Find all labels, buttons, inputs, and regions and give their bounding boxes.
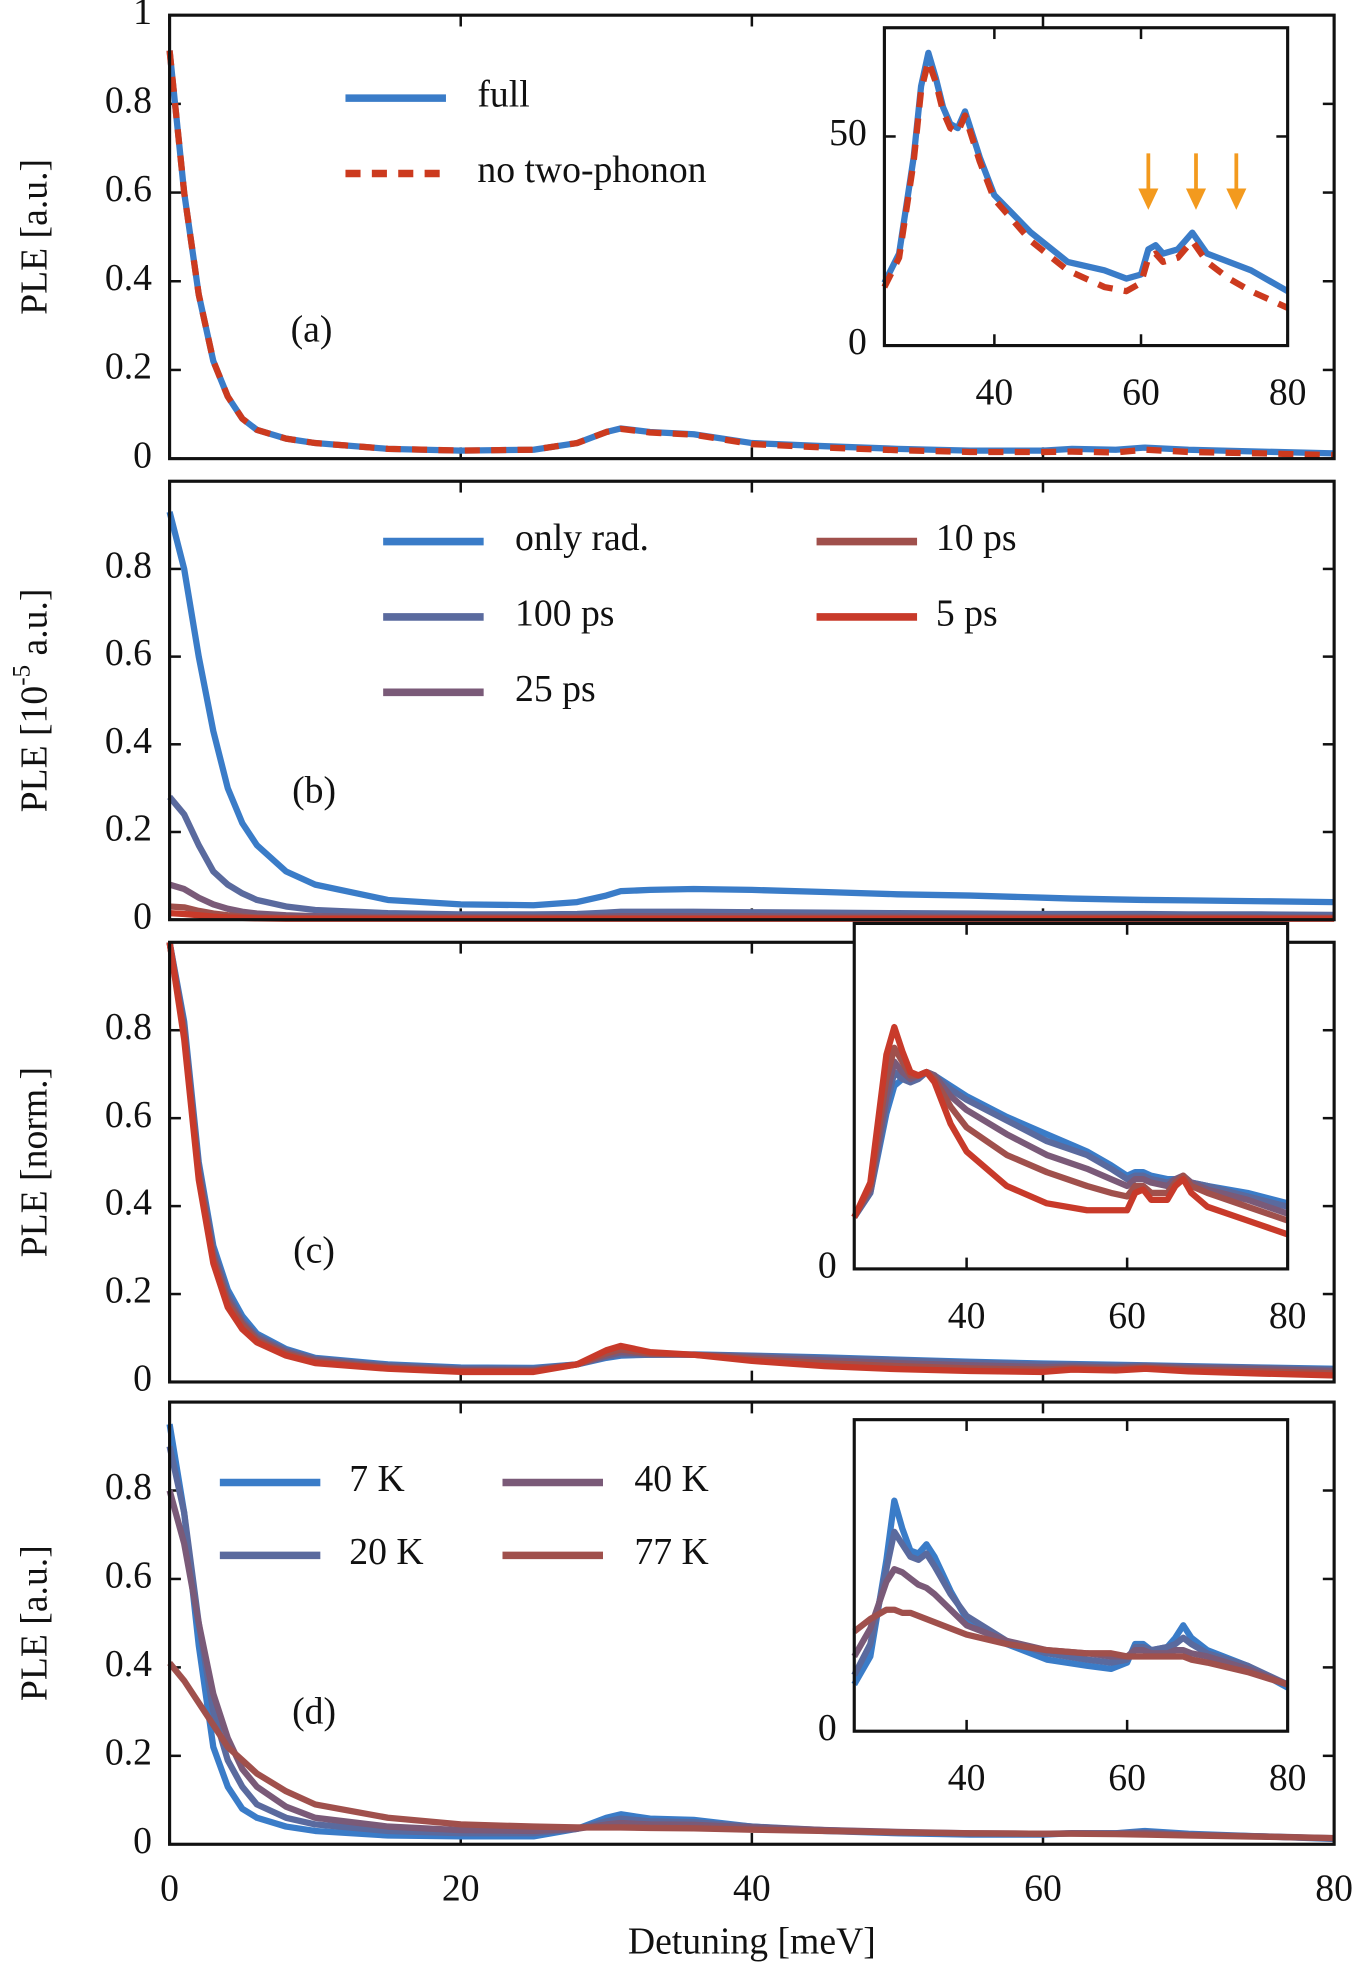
legend-label: 7 K xyxy=(349,1458,404,1500)
x-tick-label: 80 xyxy=(1269,1757,1307,1799)
y-tick-label: 0 xyxy=(133,1358,152,1400)
y-tick-label: 0 xyxy=(133,895,152,937)
y-tick-label: 0 xyxy=(818,1245,837,1287)
x-tick-label: 80 xyxy=(1315,1868,1353,1910)
axes-frame xyxy=(852,921,1290,1271)
legend-label: 40 K xyxy=(634,1458,708,1500)
inset-background xyxy=(884,27,1288,346)
x-tick-label: 0 xyxy=(160,1868,179,1910)
y-tick-label: 0 xyxy=(848,321,867,363)
y-tick-label: 1 xyxy=(133,0,152,33)
x-tick-label: 60 xyxy=(1122,371,1160,413)
x-tick-label: 40 xyxy=(948,1757,986,1799)
axes-frame xyxy=(168,1400,1336,1846)
legend-label: full xyxy=(477,74,529,116)
inset-background xyxy=(854,1419,1288,1732)
x-tick-label: 40 xyxy=(948,1295,986,1337)
series-line xyxy=(166,511,1335,909)
arrow-head xyxy=(1138,188,1159,210)
legend-label: 5 ps xyxy=(936,593,998,635)
y-tick-label: 0.6 xyxy=(105,1555,152,1597)
y-tick-label: 0.6 xyxy=(105,168,152,210)
x-tick-label: 20 xyxy=(442,1868,480,1910)
series-line xyxy=(851,1023,1289,1238)
arrow-head xyxy=(1226,188,1247,210)
axes-frame xyxy=(852,1418,1290,1733)
x-axis-label: Detuning [meV] xyxy=(628,1920,876,1962)
y-tick-label: 0.6 xyxy=(105,1094,152,1136)
y-tick-label: 0 xyxy=(133,434,152,476)
y-tick-label: 0.8 xyxy=(105,545,152,587)
y-axis-label-part: -5 xyxy=(9,665,36,686)
legend-label: 25 ps xyxy=(515,668,596,710)
series-line xyxy=(851,1528,1289,1688)
y-tick-label: 0.8 xyxy=(105,1006,152,1048)
panel-label: (c) xyxy=(293,1229,335,1271)
y-tick-label: 0.2 xyxy=(105,1270,152,1312)
y-tick-label: 0 xyxy=(818,1707,837,1749)
axes-frame xyxy=(882,26,1290,348)
y-tick-label: 0.8 xyxy=(105,80,152,122)
axes-frame xyxy=(168,479,1336,922)
y-axis-label: PLE [norm.] xyxy=(13,1067,55,1257)
x-tick-label: 60 xyxy=(1024,1868,1062,1910)
inset-background xyxy=(854,923,1288,1269)
y-axis-label-part: a.u.] xyxy=(13,589,55,665)
y-tick-label: 0.4 xyxy=(105,257,152,299)
panel-label: (a) xyxy=(291,309,333,351)
series-line xyxy=(166,941,1335,1379)
y-tick-label: 50 xyxy=(829,112,867,154)
y-tick-label: 0.4 xyxy=(105,1643,152,1685)
legend-label: only rad. xyxy=(515,517,649,559)
legend-label: no two-phonon xyxy=(477,149,706,191)
x-tick-label: 60 xyxy=(1108,1295,1146,1337)
series-line xyxy=(881,49,1290,294)
legend-label: 77 K xyxy=(634,1531,708,1573)
y-axis-label: PLE [a.u.] xyxy=(13,1545,55,1701)
y-tick-label: 0.4 xyxy=(105,720,152,762)
y-tick-label: 0.8 xyxy=(105,1466,152,1508)
axes-frame xyxy=(168,13,1336,461)
y-tick-label: 0.6 xyxy=(105,632,152,674)
y-tick-label: 0.2 xyxy=(105,1731,152,1773)
x-tick-label: 80 xyxy=(1269,371,1307,413)
legend-label: 20 K xyxy=(349,1531,423,1573)
legend-label: 100 ps xyxy=(515,593,614,635)
x-tick-label: 40 xyxy=(976,371,1014,413)
x-tick-label: 40 xyxy=(733,1868,771,1910)
x-tick-label: 80 xyxy=(1269,1295,1307,1337)
panel-label: (d) xyxy=(292,1691,336,1733)
series-line xyxy=(167,1660,1335,1842)
y-axis-label: PLE [a.u.] xyxy=(13,159,55,315)
y-axis-label: PLE [10-5 a.u.] xyxy=(9,589,55,813)
axes-frame xyxy=(168,940,1336,1384)
series-line xyxy=(881,58,1289,311)
y-tick-label: 0.2 xyxy=(105,346,152,388)
y-tick-label: 0.2 xyxy=(105,808,152,850)
series-line xyxy=(166,50,1335,459)
legend-label: 10 ps xyxy=(936,517,1017,559)
x-tick-label: 60 xyxy=(1108,1757,1146,1799)
y-tick-label: 0.4 xyxy=(105,1182,152,1224)
panel-label: (b) xyxy=(292,770,336,812)
y-tick-label: 0 xyxy=(133,1820,152,1862)
series-line xyxy=(851,1497,1290,1691)
y-axis-label-part: PLE [10 xyxy=(13,686,55,813)
series-line xyxy=(852,1606,1289,1688)
arrow-head xyxy=(1185,188,1207,210)
